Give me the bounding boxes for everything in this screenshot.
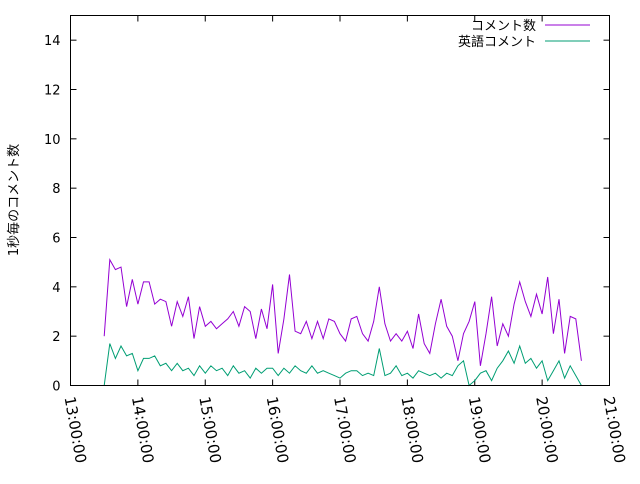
legend-label-0: コメント数 (471, 19, 536, 34)
series-lines (103, 258, 582, 387)
series-line-0 (103, 258, 582, 366)
x-tick-label: 21:00:00 (600, 395, 629, 464)
legend: コメント数 英語コメント (458, 19, 590, 50)
axis-ticks: 0 2 4 6 8 10 12 14 13:00:00 14:00:00 15:00:00 16:00… (44, 15, 629, 465)
y-tick-label: 0 (52, 380, 60, 395)
y-tick-label: 12 (44, 84, 61, 99)
x-tick-label: 18:00:00 (397, 395, 426, 464)
series-line-1 (103, 343, 582, 387)
x-tick-label: 15:00:00 (195, 395, 224, 464)
x-tick-label: 20:00:00 (532, 395, 561, 464)
x-tick-label: 19:00:00 (465, 395, 494, 464)
y-tick-label: 2 (52, 330, 60, 345)
x-tick-label: 17:00:00 (330, 395, 359, 464)
y-axis-label: 1秒毎のコメント数 (6, 144, 22, 256)
y-tick-label: 4 (52, 281, 60, 296)
y-tick-label: 8 (52, 182, 60, 197)
x-tick-label: 16:00:00 (263, 395, 292, 464)
y-tick-label: 6 (52, 232, 60, 247)
legend-label-1: 英語コメント (458, 34, 536, 50)
plot-frame (70, 15, 610, 386)
x-tick-label: 13:00:00 (61, 395, 90, 464)
y-tick-label: 10 (44, 133, 61, 148)
x-tick-label: 14:00:00 (128, 395, 157, 464)
y-tick-label: 14 (44, 34, 61, 49)
